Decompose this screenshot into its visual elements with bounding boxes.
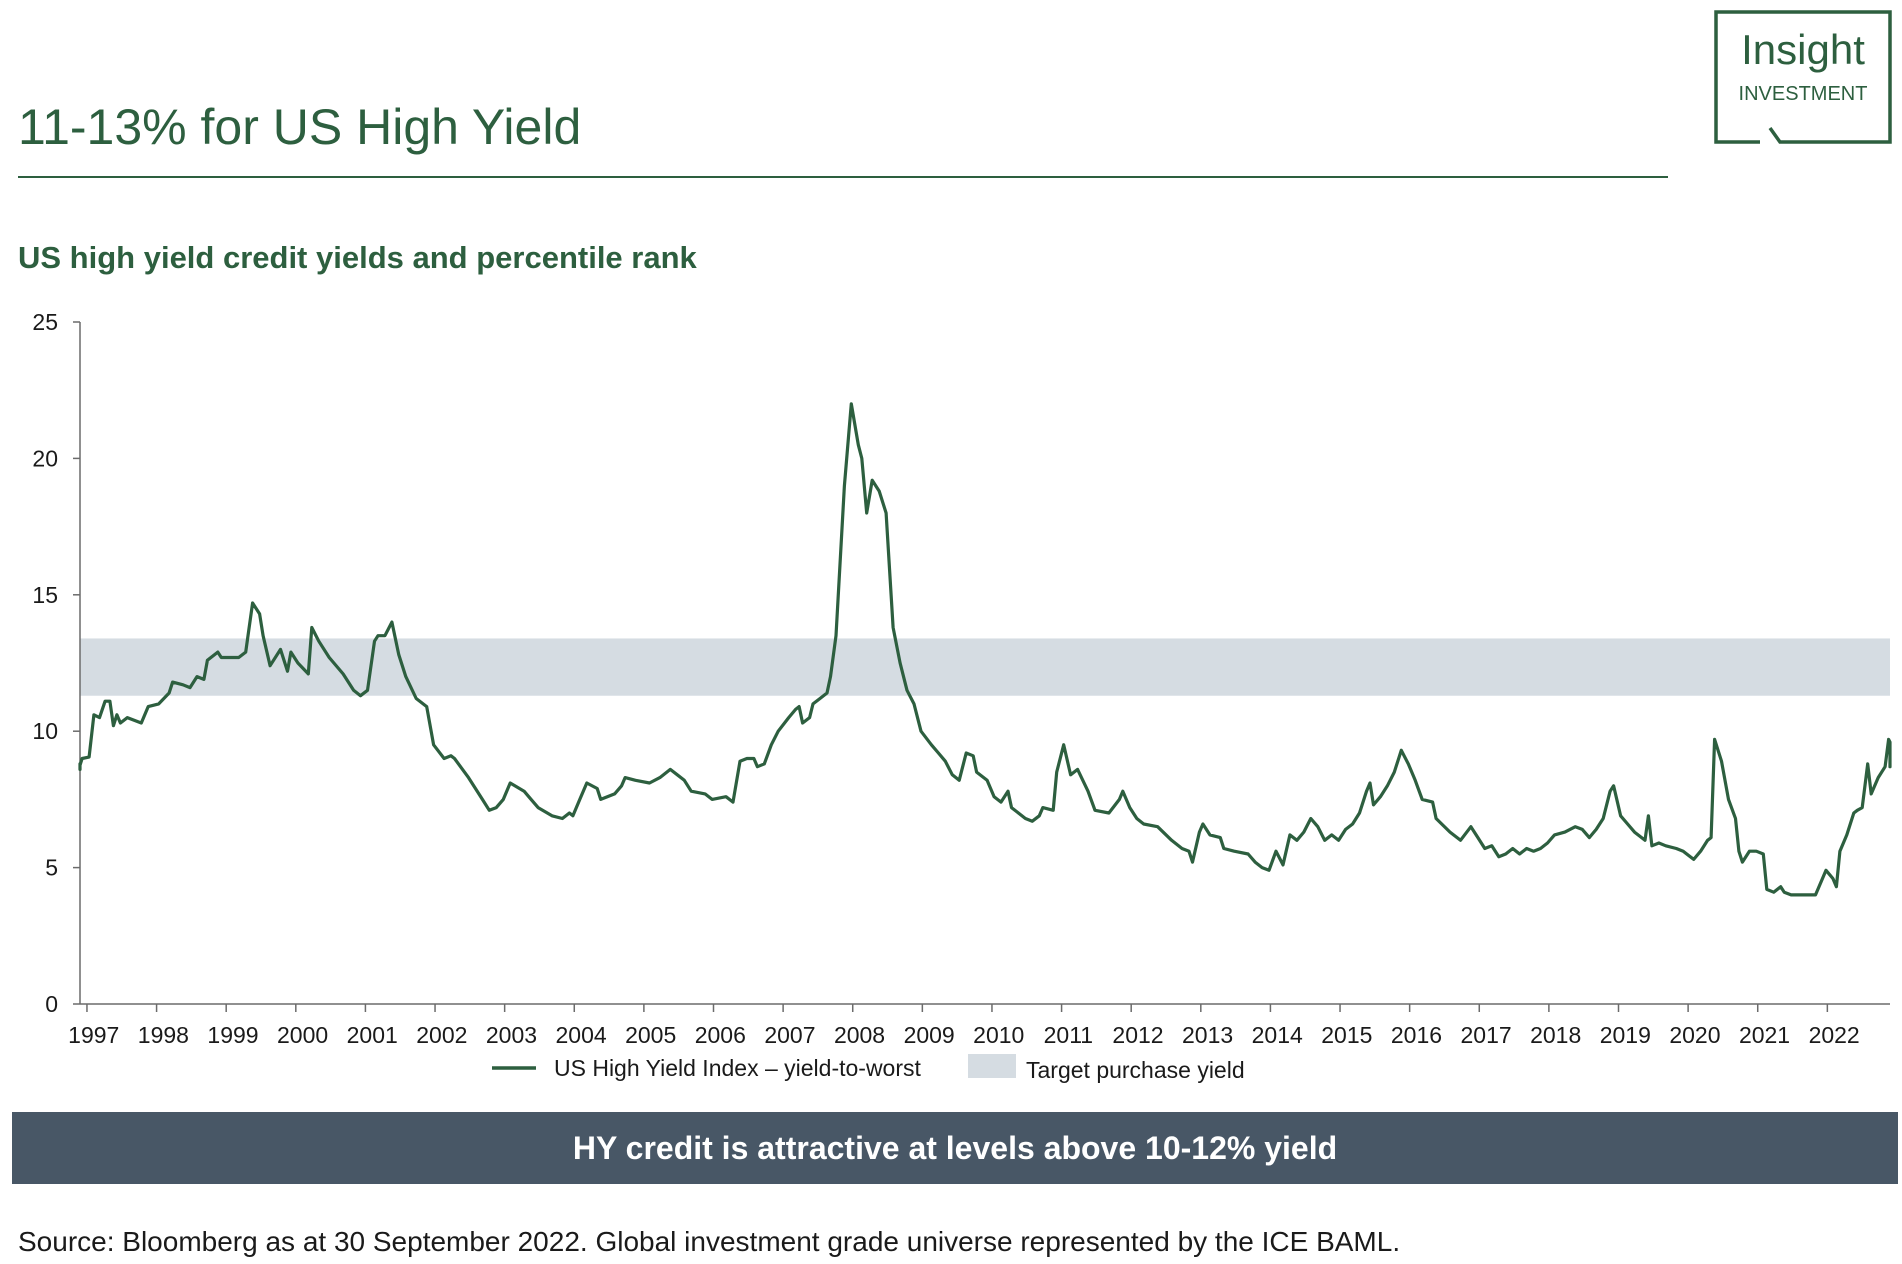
x-tick-label: 2008 (834, 1022, 885, 1048)
x-tick-label: 2009 (904, 1022, 955, 1048)
page-title: 11-13% for US High Yield (18, 99, 582, 155)
callout-banner: HY credit is attractive at levels above … (12, 1112, 1898, 1184)
x-tick-label: 2021 (1739, 1022, 1790, 1048)
insight-logo: Insight INVESTMENT (1712, 8, 1894, 146)
target-band (80, 638, 1890, 696)
x-tick-label: 2004 (555, 1022, 606, 1048)
insight-logo-icon: Insight INVESTMENT (1714, 10, 1892, 144)
x-tick-label: 2005 (625, 1022, 676, 1048)
x-tick-label: 2013 (1182, 1022, 1233, 1048)
logo-tagline: INVESTMENT (1739, 83, 1868, 105)
legend-label-band: Target purchase yield (1026, 1057, 1245, 1083)
yield-series-line (78, 402, 1892, 897)
chart-title: US high yield credit yields and percenti… (18, 240, 697, 275)
x-tick-label: 2022 (1809, 1022, 1860, 1048)
x-tick-label: 2011 (1044, 1022, 1093, 1048)
x-tick-label: 2006 (695, 1022, 746, 1048)
x-tick-label: 2014 (1252, 1022, 1303, 1048)
logo-wordmark: Insight (1741, 26, 1865, 73)
legend-swatch-band (968, 1054, 1016, 1078)
y-tick-label: 25 (32, 309, 58, 335)
x-tick-label: 2018 (1530, 1022, 1581, 1048)
yield-chart: 0 5 10 15 20 25 1997 1998 1999 2000 2001 2002 2003 20… (0, 300, 1902, 1100)
x-tick-label: 2012 (1112, 1022, 1163, 1048)
source-note: Source: Bloomberg as at 30 September 202… (18, 1226, 1401, 1257)
y-tick-label: 20 (32, 445, 58, 471)
yield-chart-svg: 0 5 10 15 20 25 1997 1998 1999 2000 2001 2002 2003 20… (32, 309, 1892, 1083)
x-tick-label: 2003 (486, 1022, 537, 1048)
x-tick-label: 2001 (347, 1022, 398, 1048)
x-tick-label: 2020 (1669, 1022, 1720, 1048)
x-tick-label: 1997 (68, 1022, 119, 1048)
y-tick-label: 0 (45, 991, 58, 1017)
x-tick-label: 2016 (1391, 1022, 1442, 1048)
x-tick-label: 1998 (138, 1022, 189, 1048)
x-tick-label: 2007 (764, 1022, 815, 1048)
x-tick-label: 2000 (277, 1022, 328, 1048)
legend-label-series: US High Yield Index – yield-to-worst (554, 1055, 921, 1081)
y-tick-label: 10 (32, 718, 58, 744)
x-tick-label: 1999 (207, 1022, 258, 1048)
x-tick-label: 2002 (416, 1022, 467, 1048)
y-tick-label: 15 (32, 582, 58, 608)
x-tick-label: 2015 (1321, 1022, 1372, 1048)
title-divider (18, 176, 1668, 178)
x-tick-label: 2019 (1600, 1022, 1651, 1048)
x-tick-label: 2017 (1460, 1022, 1511, 1048)
y-tick-label: 5 (45, 855, 58, 881)
x-tick-label: 2010 (973, 1022, 1024, 1048)
